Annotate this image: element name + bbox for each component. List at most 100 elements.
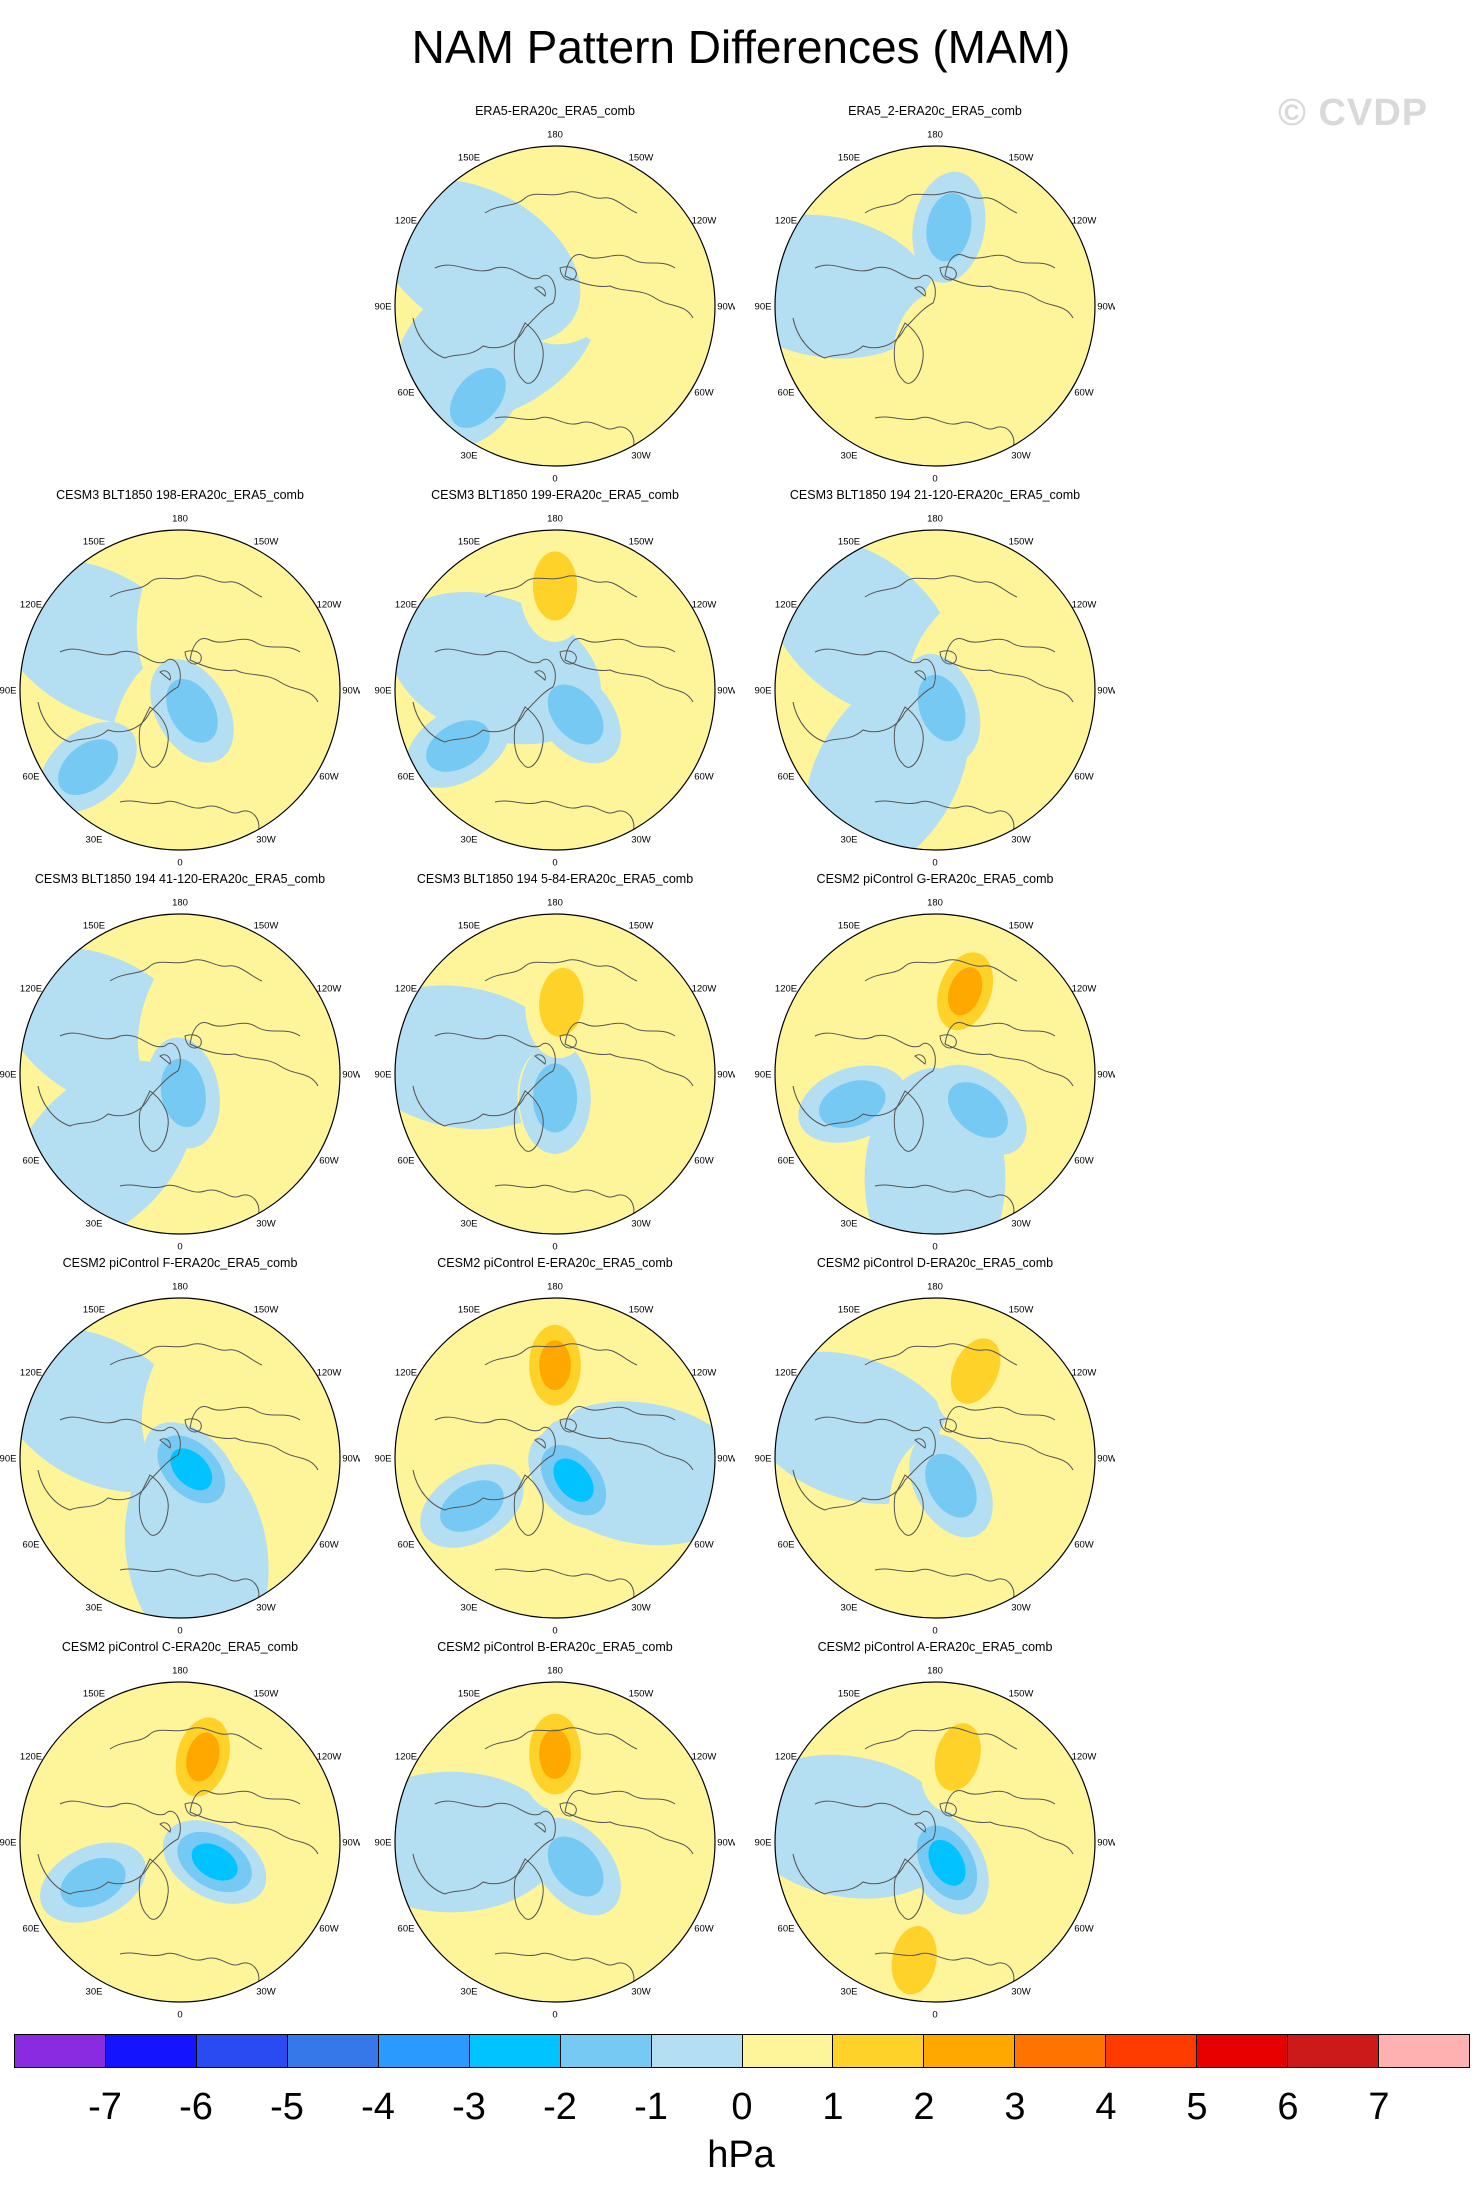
coastline xyxy=(37,648,181,743)
colorbar-box xyxy=(196,2035,288,2067)
coastline xyxy=(914,1438,926,1449)
colorbar-tick-label: -4 xyxy=(361,2086,395,2128)
map-boundary xyxy=(394,1681,716,2003)
coastline xyxy=(914,1822,926,1833)
longitude-label: 150E xyxy=(83,1689,105,1700)
longitude-label: 30W xyxy=(631,451,651,462)
longitude-label: 120E xyxy=(775,984,797,995)
anomaly-contour xyxy=(934,1723,981,1791)
coastline xyxy=(534,1822,546,1833)
coastline xyxy=(564,1406,694,1471)
longitude-label: 90E xyxy=(375,1838,391,1849)
coastline xyxy=(37,1032,181,1127)
longitude-label: 150E xyxy=(83,537,105,548)
coastline xyxy=(159,1822,171,1833)
coastline xyxy=(914,286,926,297)
coastline xyxy=(893,322,924,384)
polar-map: 180 150E 120E 90E 60E 30E 0 30W 60W 90W 120W 150W xyxy=(755,898,1115,1253)
coastline xyxy=(484,191,638,214)
colorbar-box xyxy=(560,2035,652,2067)
longitude-label: 60E xyxy=(398,388,415,399)
anomaly-contour xyxy=(947,967,983,1016)
longitude-label: 0 xyxy=(552,1626,557,1637)
longitude-label: 60W xyxy=(694,1924,714,1935)
map-panel: CESM2 piControl G-ERA20c_ERA5_comb 180 150… xyxy=(755,872,1115,1252)
longitude-label: 0 xyxy=(932,1242,937,1253)
longitude-label: 150E xyxy=(838,1305,860,1316)
anomaly-contour xyxy=(395,179,581,345)
longitude-label: 180 xyxy=(172,1282,188,1293)
coastline xyxy=(513,706,544,768)
longitude-label: 90W xyxy=(717,1454,735,1465)
coastline xyxy=(138,706,169,768)
panel-title: CESM2 piControl A-ERA20c_ERA5_comb xyxy=(817,1640,1053,1654)
coastline xyxy=(138,1090,169,1152)
longitude-label: 30W xyxy=(631,1987,651,1998)
longitude-label: 0 xyxy=(552,2010,557,2021)
anomaly-contour xyxy=(58,739,119,795)
colorbar-box xyxy=(651,2035,743,2067)
longitude-label: 150W xyxy=(629,1689,654,1700)
coastline xyxy=(864,1727,1018,1750)
map-panel: CESM3 BLT1850 199-ERA20c_ERA5_comb 180 150… xyxy=(375,488,735,868)
longitude-label: 150E xyxy=(458,153,480,164)
coastline xyxy=(189,1790,319,1855)
longitude-label: 30E xyxy=(86,835,103,846)
coastline xyxy=(412,1032,556,1127)
colorbar-tick-label: 7 xyxy=(1368,2086,1390,2128)
coastline xyxy=(412,264,556,359)
longitude-label: 150W xyxy=(1009,537,1034,548)
longitude-label: 30W xyxy=(256,1987,276,1998)
coastline xyxy=(189,638,319,703)
longitude-label: 180 xyxy=(927,1666,943,1677)
longitude-label: 60E xyxy=(778,772,795,783)
longitude-label: 30W xyxy=(256,835,276,846)
colorbar-box xyxy=(1197,2035,1289,2067)
anomaly-contour xyxy=(60,1857,126,1908)
coastline xyxy=(184,650,202,665)
anomaly-contour xyxy=(775,214,934,359)
map-panel: CESM3 BLT1850 194 5-84-ERA20c_ERA5_comb 1… xyxy=(375,872,735,1252)
coastline xyxy=(792,264,936,359)
coastline xyxy=(513,1090,544,1152)
longitude-label: 0 xyxy=(552,858,557,869)
panel-title: CESM2 piControl B-ERA20c_ERA5_comb xyxy=(437,1640,673,1654)
coastline xyxy=(159,1438,171,1449)
longitude-label: 30E xyxy=(461,451,478,462)
longitude-label: 60E xyxy=(398,1540,415,1551)
colorbar-box xyxy=(924,2035,1016,2067)
map-panel: CESM2 piControl B-ERA20c_ERA5_comb 180 150… xyxy=(375,1640,735,2020)
coastline xyxy=(939,1418,957,1433)
longitude-label: 60E xyxy=(23,1924,40,1935)
longitude-label: 120W xyxy=(1072,216,1097,227)
longitude-label: 180 xyxy=(172,1666,188,1677)
anomaly-contour xyxy=(539,967,584,1037)
colorbar-box xyxy=(287,2035,379,2067)
coastline xyxy=(37,1416,181,1511)
coastline xyxy=(534,286,546,297)
coastline xyxy=(792,1416,936,1511)
longitude-label: 60W xyxy=(319,772,339,783)
anomaly-contour xyxy=(532,1063,578,1133)
map-boundary xyxy=(394,913,716,1235)
map-panel: CESM2 piControl E-ERA20c_ERA5_comb 180 150… xyxy=(375,1256,735,1636)
longitude-label: 150E xyxy=(458,537,480,548)
coastline xyxy=(893,1858,924,1920)
longitude-label: 150W xyxy=(629,153,654,164)
anomaly-contour xyxy=(547,684,604,745)
longitude-label: 120W xyxy=(317,600,342,611)
longitude-label: 90E xyxy=(755,1838,771,1849)
longitude-label: 120E xyxy=(395,600,417,611)
figure-title: NAM Pattern Differences (MAM) xyxy=(411,21,1071,73)
polar-map: 180 150E 120E 90E 60E 30E 0 30W 60W 90W 120W 150W xyxy=(0,1282,360,1637)
longitude-label: 60W xyxy=(1074,1924,1094,1935)
coastline xyxy=(939,1034,957,1049)
coastline xyxy=(564,254,694,319)
anomaly-contour xyxy=(539,1729,571,1779)
colorbar-tick-label: -5 xyxy=(270,2086,304,2128)
longitude-label: 120W xyxy=(692,984,717,995)
longitude-label: 120E xyxy=(395,1368,417,1379)
cvdp-watermark: © CVDP xyxy=(1278,92,1429,134)
map-boundary xyxy=(19,913,341,1235)
coastline xyxy=(109,1343,263,1366)
